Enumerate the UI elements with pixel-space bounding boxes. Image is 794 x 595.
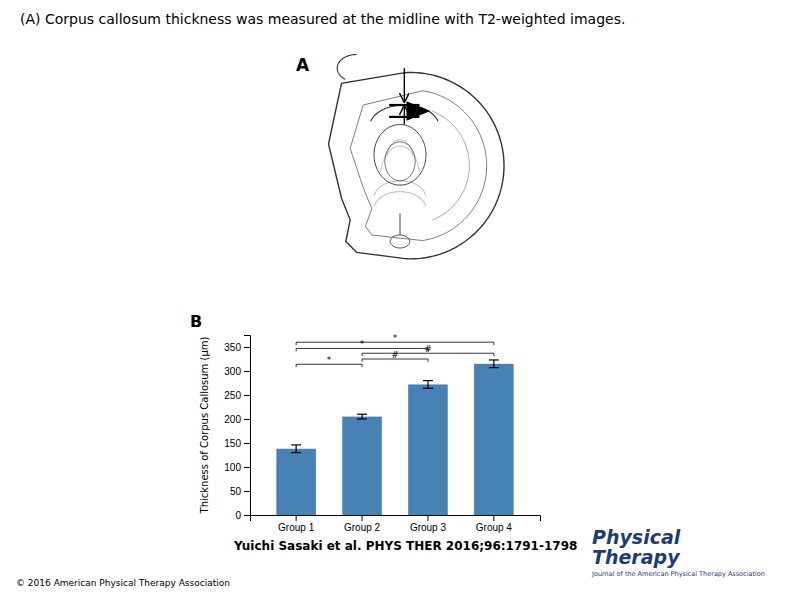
y-tick-label: 150	[224, 438, 241, 449]
internal-structure	[387, 140, 413, 156]
x-tick: Group 3	[410, 515, 447, 533]
bar	[408, 384, 448, 515]
y-tick-label: 50	[230, 486, 242, 497]
significance-label: *	[360, 339, 365, 349]
y-tick-mark	[244, 491, 250, 492]
x-axis: Group 1 Group 2 Group 3 Group 4	[251, 515, 541, 533]
error-bar-cap	[489, 367, 499, 368]
x-tick-mark	[493, 515, 494, 521]
panel-a-illustration	[329, 55, 504, 259]
error-bar-cap	[291, 444, 301, 445]
y-tick: 250	[224, 390, 250, 401]
x-tick: Group 4	[476, 515, 513, 533]
panel-label: A	[296, 55, 310, 75]
y-tick-mark	[244, 395, 250, 396]
error-bar	[493, 360, 494, 368]
error-bar-cap	[291, 452, 301, 453]
error-bar-cap	[489, 359, 499, 360]
x-tick-label: Group 1	[278, 522, 315, 533]
error-bar-cap	[357, 414, 367, 415]
panel-label: B	[190, 312, 202, 331]
footnote: © 2016 American Physical Therapy Associa…	[16, 578, 230, 588]
y-tick-label: 200	[224, 414, 241, 425]
brain-outline	[329, 73, 504, 259]
x-tick-mark	[296, 515, 297, 521]
y-tick: 200	[224, 414, 250, 425]
y-axis-title: Thickness of Corpus Callosum (μm)	[199, 336, 210, 514]
significance-label: *	[327, 355, 332, 365]
y-tick-mark	[244, 419, 250, 420]
y-tick: 0	[235, 510, 250, 521]
x-tick-label: Group 4	[476, 522, 513, 533]
x-tick: Group 1	[278, 515, 315, 533]
y-tick-mark	[244, 515, 250, 516]
citation: Yuichi Sasaki et al. PHYS THER 2016;96:1…	[233, 539, 577, 553]
bracket-labels: * * # # *	[327, 333, 432, 365]
internal-structure	[374, 181, 425, 196]
bar	[276, 449, 316, 515]
brainstem	[400, 213, 401, 235]
y-tick-mark	[244, 371, 250, 372]
significance-label: #	[391, 350, 399, 360]
y-tick: 50	[230, 486, 250, 497]
y-tick-label: 100	[224, 462, 241, 473]
x-tick-mark	[427, 515, 428, 521]
x-tick-label: Group 3	[410, 522, 447, 533]
x-axis-line	[251, 516, 541, 522]
measure-arrow	[404, 106, 405, 124]
y-tick: 150	[224, 438, 250, 449]
y-tick-mark	[244, 467, 250, 468]
logo-text: Journal of the American Physical Therapy…	[591, 570, 765, 578]
logo-text: Physical	[592, 526, 681, 548]
error-bar-cap	[357, 418, 367, 419]
y-tick-label: 350	[224, 342, 241, 353]
ventricle-marker	[407, 101, 431, 121]
y-tick-label: 250	[224, 390, 241, 401]
internal-structure	[381, 146, 420, 172]
y-axis-line	[244, 336, 251, 516]
subcortical-structure	[374, 125, 426, 186]
y-tick: 300	[224, 366, 250, 377]
logo-text: Therapy	[592, 546, 681, 568]
error-bar	[427, 381, 428, 389]
y-tick-label: 300	[224, 366, 241, 377]
plot-marks	[276, 342, 513, 515]
significance-label: *	[393, 333, 398, 343]
cortex-inner	[350, 91, 486, 241]
title: (A) Corpus callosum thickness was measur…	[20, 11, 625, 27]
figure: (A) Corpus callosum thickness was measur…	[0, 0, 794, 595]
measure-arrow	[404, 68, 405, 102]
x-tick-mark	[362, 515, 363, 521]
y-tick: 100	[224, 462, 250, 473]
cortex-inner-2	[432, 111, 469, 220]
cortex-fold	[337, 55, 356, 80]
error-bar	[296, 445, 297, 453]
y-tick: 350	[224, 342, 250, 353]
error-bar-cap	[423, 388, 433, 389]
significance-label: #	[424, 344, 432, 354]
error-bar	[361, 414, 362, 419]
y-tick-mark	[244, 443, 250, 444]
subcortical-structure	[390, 235, 409, 248]
x-tick-label: Group 2	[344, 522, 381, 533]
internal-structure	[374, 192, 425, 207]
error-bar-cap	[423, 380, 433, 381]
x-tick: Group 2	[344, 515, 381, 533]
bar	[474, 364, 514, 515]
bar	[342, 417, 382, 515]
y-tick-label: 0	[235, 510, 241, 521]
y-axis: 0 50 100 150 200 250 300 350	[224, 336, 250, 521]
y-tick-mark	[244, 347, 250, 348]
